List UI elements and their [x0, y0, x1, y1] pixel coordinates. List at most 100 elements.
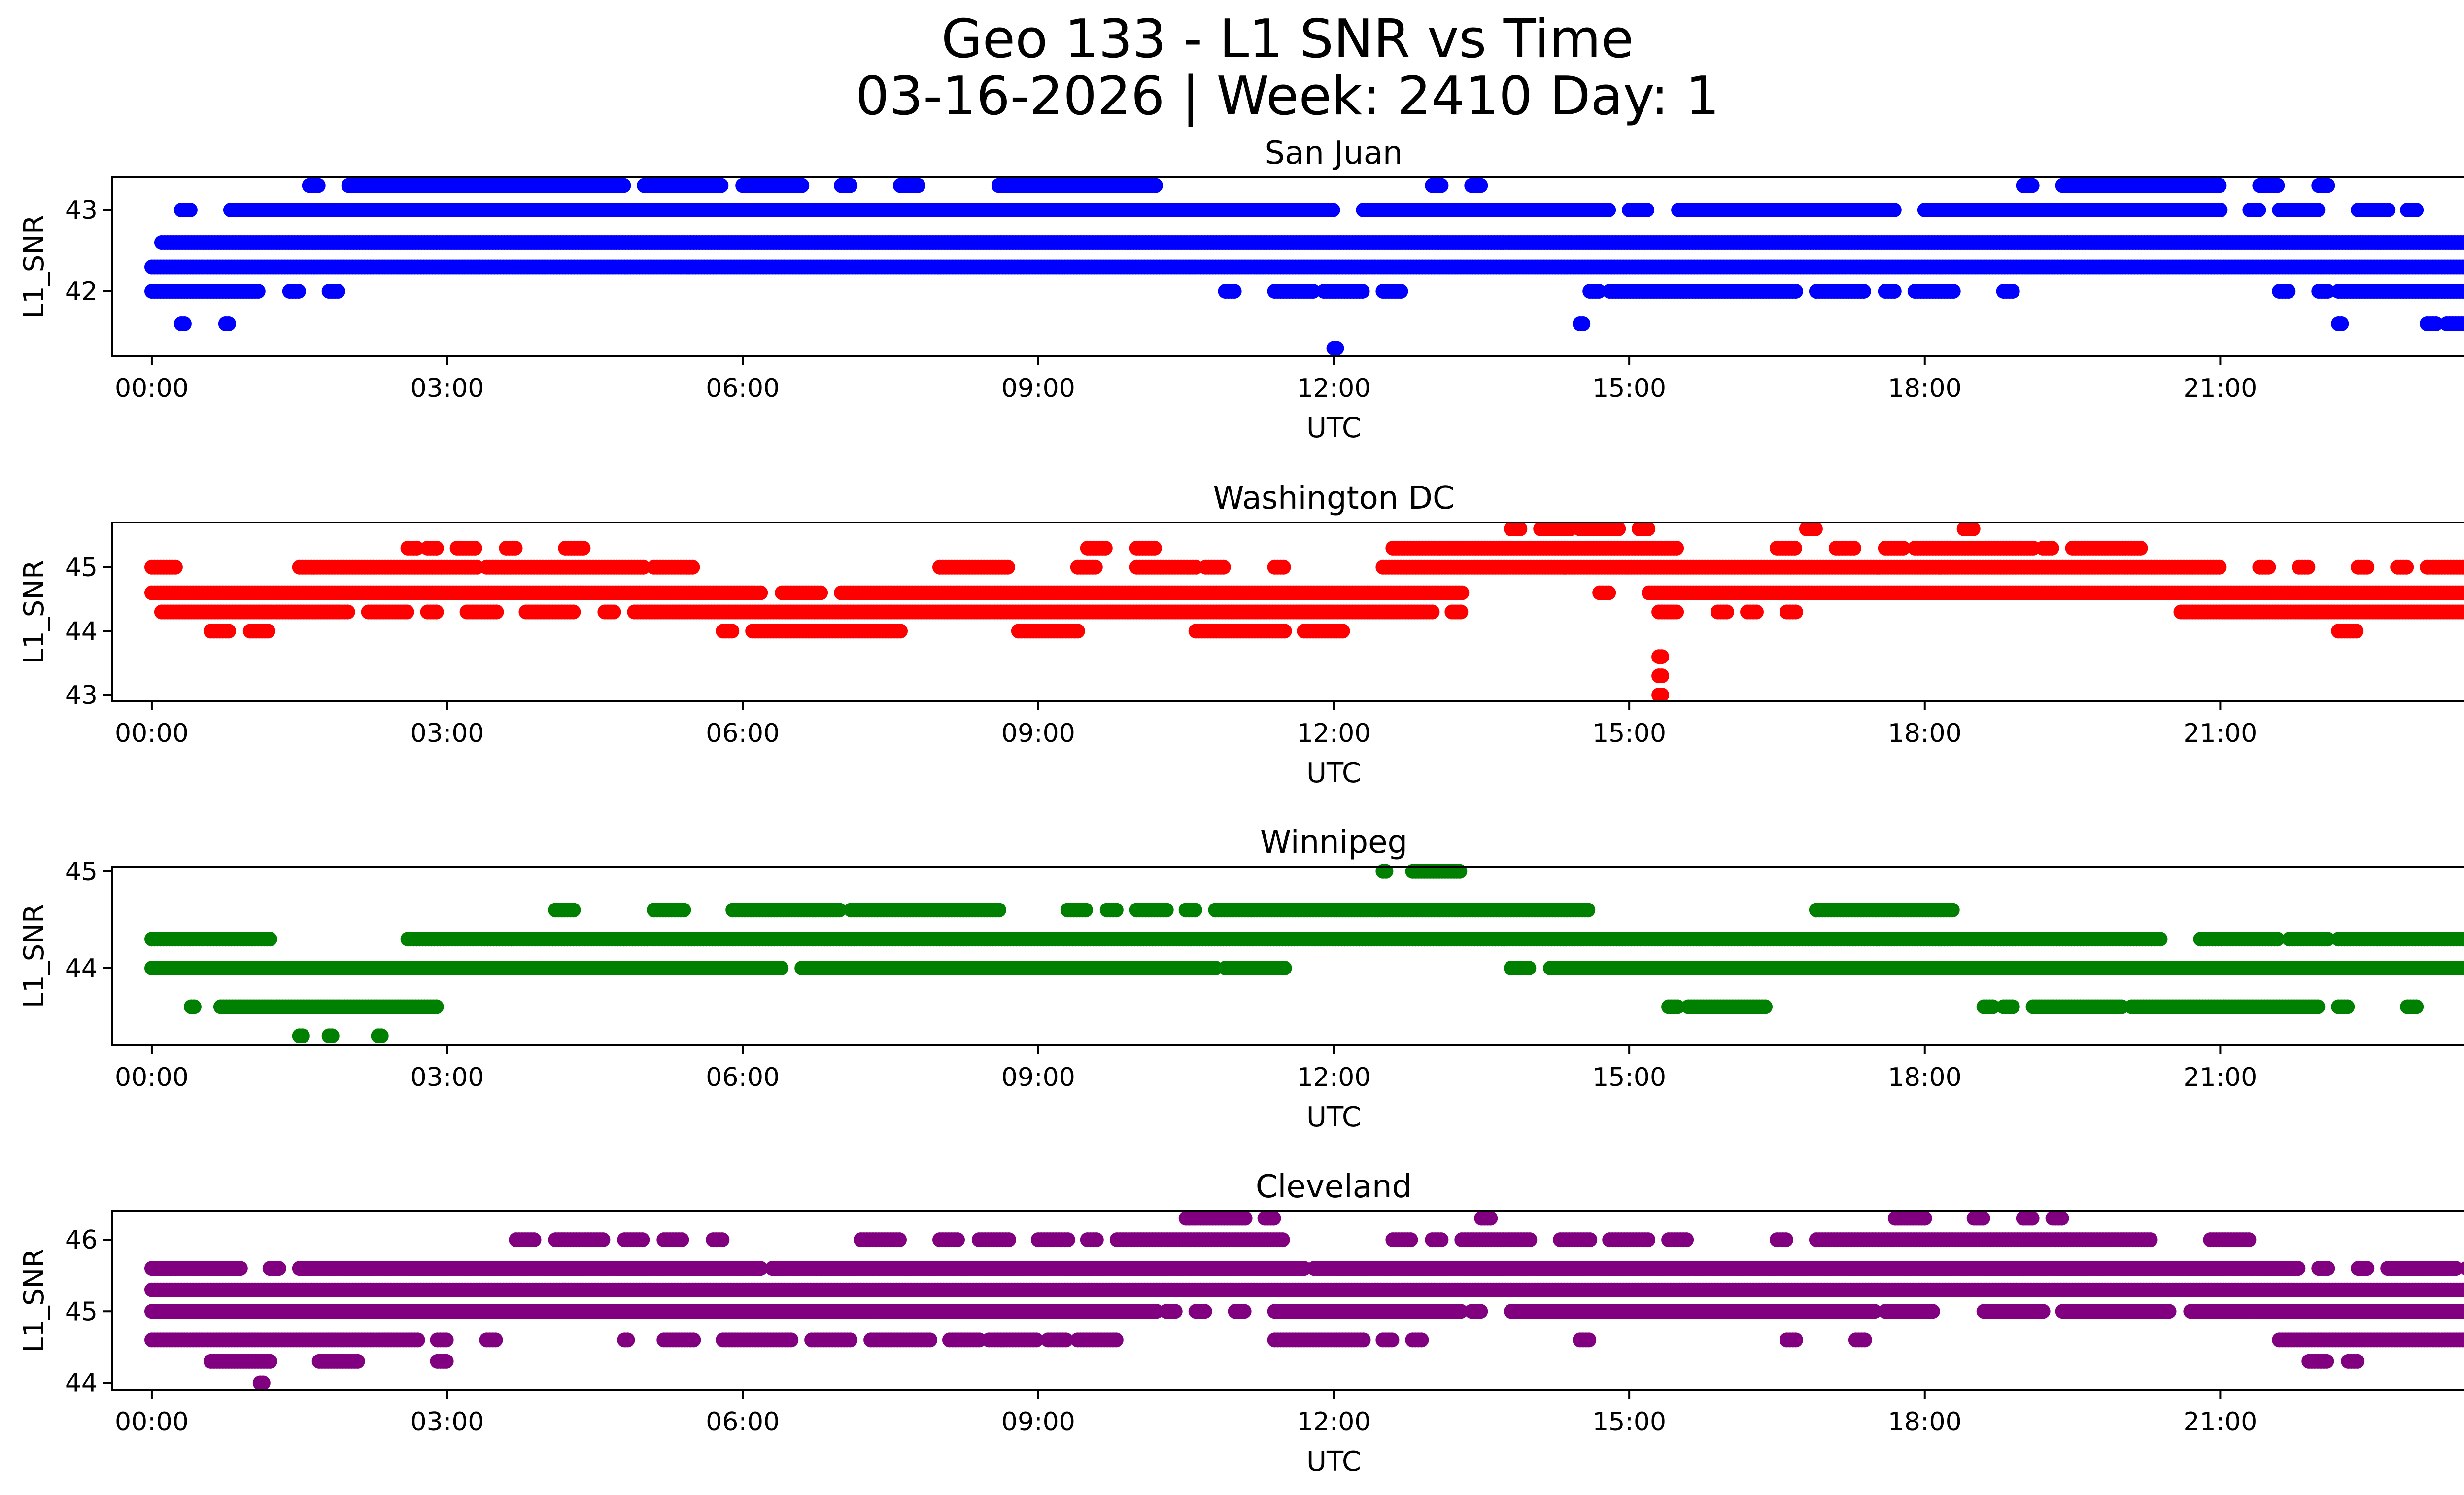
data-point — [1453, 604, 1469, 620]
data-point — [576, 540, 591, 556]
data-point — [1601, 585, 1616, 600]
data-point — [330, 284, 345, 299]
data-point — [813, 585, 828, 600]
x-axis-label: UTC — [1306, 412, 1361, 444]
data-point — [1669, 604, 1684, 620]
data-point — [1216, 559, 1231, 575]
data-point — [1946, 284, 1961, 299]
data-point — [1276, 559, 1291, 575]
data-point — [340, 604, 355, 620]
data-point — [1719, 604, 1734, 620]
y-tick-label: 42 — [65, 277, 98, 307]
data-point — [221, 316, 236, 331]
data-point — [606, 604, 621, 620]
data-point — [1788, 284, 1803, 299]
data-point — [843, 178, 858, 193]
data-point — [1788, 604, 1803, 620]
data-point — [911, 178, 925, 193]
data-point — [2300, 559, 2316, 575]
data-point — [2212, 178, 2227, 193]
data-point — [724, 624, 740, 639]
data-point — [489, 604, 504, 620]
data-point — [1787, 540, 1802, 556]
data-point — [1434, 178, 1449, 193]
data-point — [1000, 559, 1015, 575]
data-point — [685, 559, 700, 575]
data-point — [2320, 178, 2335, 193]
x-tick-label: 12:00 — [1297, 374, 1371, 403]
data-point — [176, 316, 192, 331]
data-points — [144, 522, 2464, 702]
data-point — [714, 178, 729, 193]
data-point — [794, 178, 810, 193]
figure-title-line1: Geo 133 - L1 SNR vs Time — [941, 8, 1634, 70]
data-point — [1355, 284, 1370, 299]
data-point — [616, 178, 631, 193]
data-point — [1088, 559, 1103, 575]
data-point — [429, 604, 444, 620]
data-point — [2044, 540, 2059, 556]
data-point — [1641, 522, 1656, 536]
x-tick-label: 09:00 — [1001, 374, 1075, 403]
data-point — [753, 585, 768, 600]
data-point — [310, 178, 326, 193]
subplot-title: Washington DC — [1213, 480, 1454, 517]
x-tick-label: 15:00 — [1592, 374, 1666, 403]
data-point — [1856, 284, 1871, 299]
data-point — [1749, 604, 1764, 620]
data-point — [1512, 522, 1528, 536]
data-point — [1611, 522, 1626, 536]
data-point — [1965, 522, 1981, 536]
data-point — [2024, 178, 2040, 193]
data-point — [1227, 284, 1242, 299]
data-point — [1425, 604, 1440, 620]
data-point — [1393, 284, 1408, 299]
data-point — [2261, 559, 2276, 575]
data-point — [1601, 203, 1616, 217]
data-point — [1147, 540, 1162, 556]
data-point — [1097, 540, 1113, 556]
x-tick-label: 03:00 — [411, 374, 484, 403]
data-point — [1148, 178, 1163, 193]
data-points — [144, 178, 2464, 356]
data-point — [399, 604, 414, 620]
data-point — [467, 540, 482, 556]
x-tick-label: 06:00 — [706, 374, 780, 403]
data-point — [250, 284, 266, 299]
y-tick-label: 43 — [65, 196, 98, 225]
data-point — [2251, 203, 2266, 217]
data-point — [2310, 203, 2326, 217]
data-point — [566, 604, 581, 620]
x-tick-label: 00:00 — [115, 374, 189, 403]
data-point — [2399, 559, 2414, 575]
y-axis-label: L1_SNR — [18, 215, 50, 319]
data-point — [182, 203, 198, 217]
data-point — [1575, 316, 1591, 331]
data-point — [168, 559, 183, 575]
data-point — [2005, 284, 2020, 299]
figure-title-line2: 03-16-2026 | Week: 2410 Day: 1 — [855, 66, 1720, 127]
data-point — [1454, 585, 1470, 600]
data-point — [1808, 522, 1823, 536]
data-point — [1329, 341, 1344, 356]
data-point — [429, 540, 444, 556]
data-point — [1325, 203, 1340, 217]
data-point — [1640, 203, 1655, 217]
data-point — [1886, 284, 1902, 299]
data-point — [291, 284, 306, 299]
data-point — [260, 624, 275, 639]
x-tick-label: 21:00 — [2183, 374, 2257, 403]
data-point — [2270, 178, 2285, 193]
data-point — [2212, 559, 2227, 575]
data-point — [2334, 316, 2349, 331]
data-point — [2281, 284, 2296, 299]
data-point — [2133, 540, 2148, 556]
data-point — [1669, 540, 1684, 556]
data-point — [2213, 203, 2228, 217]
data-point — [221, 624, 236, 639]
data-point — [1473, 178, 1488, 193]
data-point — [2380, 203, 2396, 217]
data-point — [1846, 540, 1861, 556]
